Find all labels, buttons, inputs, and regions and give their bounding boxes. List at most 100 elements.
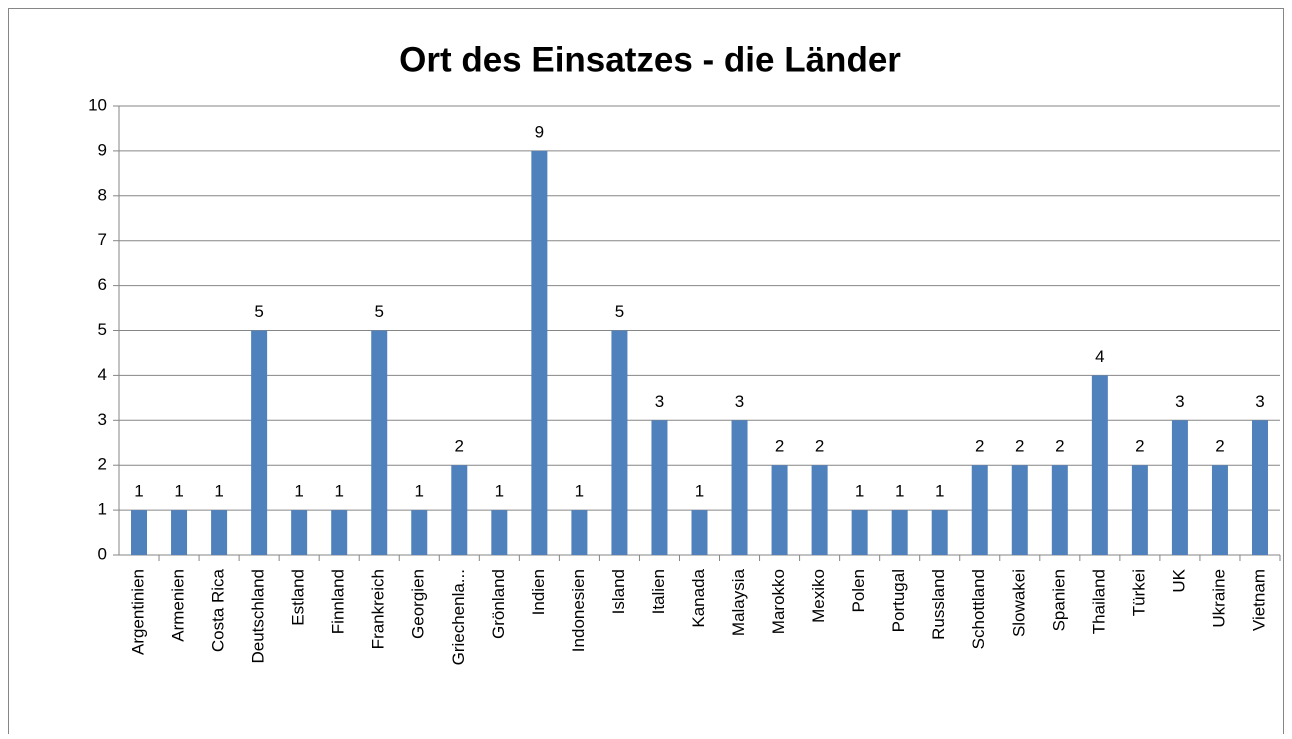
bar [131, 510, 148, 555]
data-label: 2 [1015, 437, 1024, 456]
x-tick-label: Malaysia [729, 568, 748, 636]
bar [491, 510, 508, 555]
x-tick-label: Portugal [889, 569, 908, 632]
x-tick-label: Armenien [169, 569, 188, 642]
x-tick-label: Slowakei [1009, 569, 1028, 637]
bar [1171, 420, 1188, 555]
data-label: 3 [735, 392, 744, 411]
y-tick-label: 0 [98, 544, 107, 563]
data-label: 1 [134, 482, 143, 501]
y-tick-label: 8 [98, 185, 107, 204]
bar [1091, 375, 1108, 555]
data-label: 1 [935, 482, 944, 501]
x-tick-label: Italien [649, 569, 668, 614]
x-tick-label: Mexiko [809, 569, 828, 623]
bar [571, 510, 588, 555]
x-tick-label: Türkei [1129, 569, 1148, 616]
bar [971, 465, 988, 555]
bar [331, 510, 348, 555]
bar [291, 510, 308, 555]
data-label: 1 [895, 482, 904, 501]
x-tick-label: Frankreich [369, 569, 388, 649]
bar [531, 150, 548, 555]
y-tick-label: 5 [98, 320, 107, 339]
bar [251, 330, 268, 555]
data-label: 1 [495, 482, 504, 501]
x-tick-label: Griechenla... [449, 569, 468, 665]
x-tick-label: Argentinien [129, 569, 148, 655]
y-tick-label: 9 [98, 140, 107, 159]
data-label: 2 [1055, 437, 1064, 456]
x-tick-label: Thailand [1089, 569, 1108, 634]
data-label: 3 [1175, 392, 1184, 411]
data-label: 2 [1215, 437, 1224, 456]
bar [411, 510, 428, 555]
data-label: 2 [775, 437, 784, 456]
data-label: 2 [815, 437, 824, 456]
bar [611, 330, 628, 555]
data-label: 5 [254, 302, 263, 321]
data-label: 5 [374, 302, 383, 321]
data-label: 3 [1255, 392, 1264, 411]
bar [1131, 465, 1148, 555]
bar [211, 510, 228, 555]
y-tick-label: 1 [98, 500, 107, 519]
data-label: 1 [695, 482, 704, 501]
bar [1011, 465, 1028, 555]
bar [811, 465, 828, 555]
data-label: 1 [294, 482, 303, 501]
bar [1051, 465, 1068, 555]
x-tick-label: Georgien [409, 569, 428, 639]
bar [1211, 465, 1228, 555]
x-tick-label: Grönland [489, 569, 508, 639]
data-label: 1 [575, 482, 584, 501]
bar [851, 510, 868, 555]
x-tick-label: Spanien [1049, 569, 1068, 631]
y-tick-label: 4 [98, 365, 107, 384]
bar [1251, 420, 1268, 555]
x-tick-label: Estland [289, 569, 308, 626]
x-tick-label: Ukraine [1209, 569, 1228, 628]
data-label: 4 [1095, 347, 1104, 366]
x-tick-label: Indien [529, 569, 548, 615]
data-label: 5 [615, 302, 624, 321]
bar [891, 510, 908, 555]
x-tick-label: Costa Rica [209, 568, 228, 652]
x-tick-label: Finnland [329, 569, 348, 634]
bar [731, 420, 748, 555]
data-label: 2 [1135, 437, 1144, 456]
bar [171, 510, 188, 555]
y-tick-label: 7 [98, 230, 107, 249]
y-tick-label: 2 [98, 455, 107, 474]
data-label: 1 [415, 482, 424, 501]
x-tick-label: Kanada [689, 568, 708, 627]
x-tick-label: Island [609, 569, 628, 614]
x-tick-label: Marokko [769, 569, 788, 634]
data-label: 9 [535, 122, 544, 141]
bar [771, 465, 788, 555]
x-tick-label: Schottland [969, 569, 988, 649]
x-tick-label: Russland [929, 569, 948, 640]
x-tick-label: Indonesien [569, 569, 588, 652]
data-label: 3 [655, 392, 664, 411]
bar [371, 330, 388, 555]
data-label: 1 [855, 482, 864, 501]
data-label: 1 [334, 482, 343, 501]
bar [451, 465, 468, 555]
x-tick-label: Deutschland [249, 569, 268, 664]
x-tick-label: Vietnam [1249, 569, 1268, 631]
x-tick-label: Polen [849, 569, 868, 612]
data-label: 1 [174, 482, 183, 501]
data-label: 2 [975, 437, 984, 456]
y-tick-label: 10 [88, 95, 107, 114]
bar [691, 510, 708, 555]
data-label: 2 [455, 437, 464, 456]
y-tick-label: 3 [98, 410, 107, 429]
x-tick-label: UK [1169, 568, 1188, 592]
y-tick-label: 6 [98, 275, 107, 294]
bar [931, 510, 948, 555]
bar [651, 420, 668, 555]
data-label: 1 [214, 482, 223, 501]
chart-border [8, 8, 1284, 739]
